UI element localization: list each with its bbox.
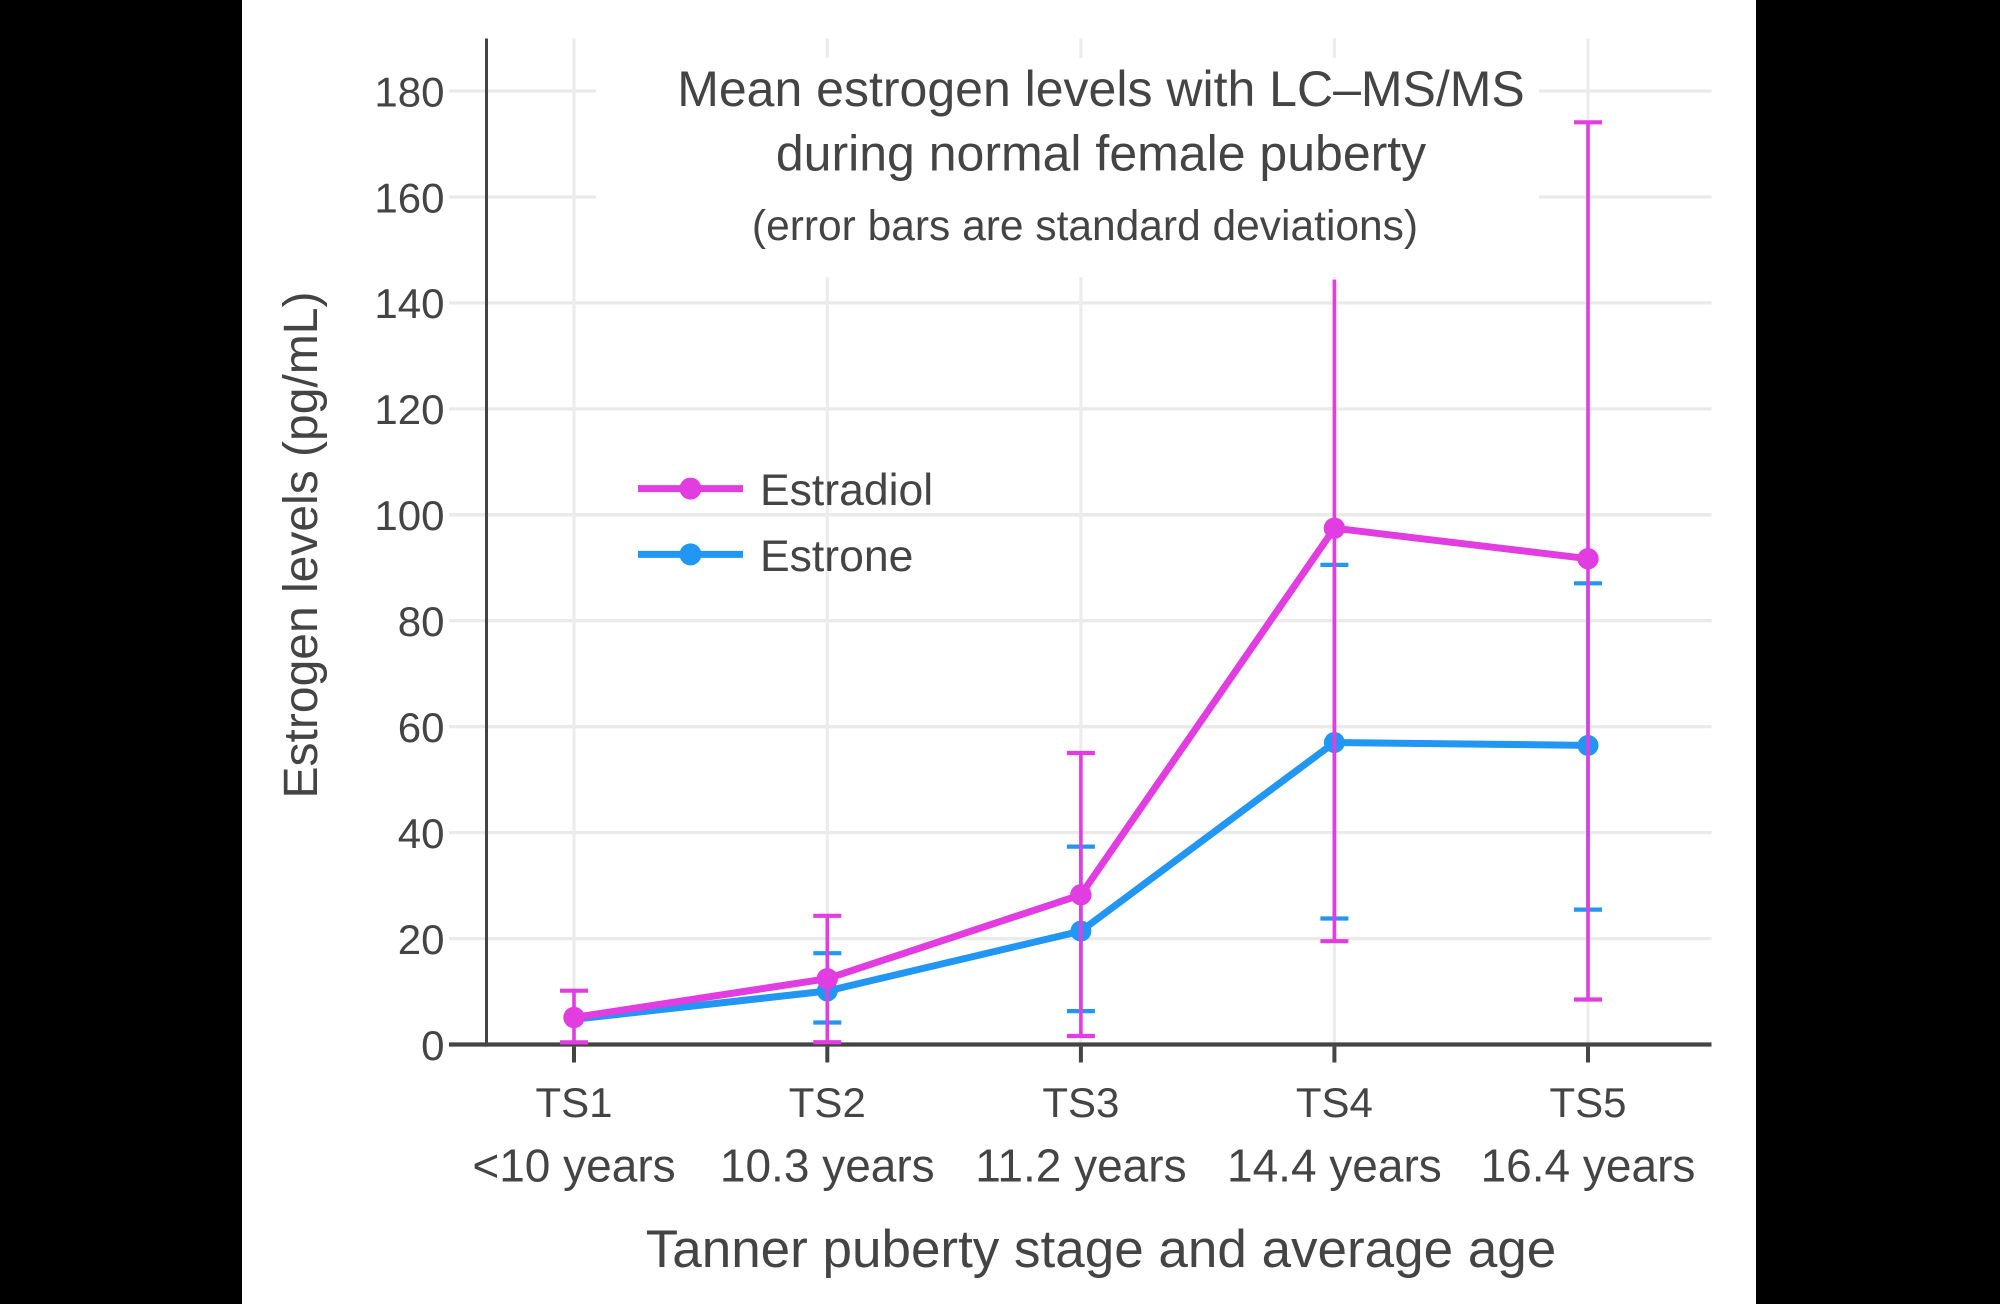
svg-text:Tanner puberty stage and avera: Tanner puberty stage and average age — [646, 1220, 1557, 1279]
svg-text:20: 20 — [398, 916, 445, 963]
svg-text:10.3 years: 10.3 years — [720, 1140, 935, 1192]
svg-text:60: 60 — [398, 704, 445, 751]
svg-text:TS2: TS2 — [789, 1079, 866, 1126]
svg-text:during normal female puberty: during normal female puberty — [776, 126, 1426, 182]
svg-text:TS5: TS5 — [1549, 1079, 1626, 1126]
svg-text:11.2 years: 11.2 years — [975, 1140, 1186, 1192]
svg-text:16.4 years: 16.4 years — [1481, 1140, 1696, 1192]
svg-text:Estrone: Estrone — [760, 532, 913, 581]
svg-text:140: 140 — [374, 280, 444, 327]
svg-text:<10 years: <10 years — [472, 1140, 675, 1192]
svg-text:Mean estrogen levels with LC–M: Mean estrogen levels with LC–MS/MS — [677, 61, 1525, 117]
svg-text:14.4 years: 14.4 years — [1227, 1140, 1442, 1192]
svg-text:Estrogen levels (pg/mL): Estrogen levels (pg/mL) — [275, 292, 328, 799]
svg-text:Estradiol: Estradiol — [760, 466, 933, 515]
svg-text:80: 80 — [398, 598, 445, 645]
svg-text:40: 40 — [398, 810, 445, 857]
svg-text:120: 120 — [374, 386, 444, 433]
svg-text:0: 0 — [421, 1022, 444, 1069]
svg-text:180: 180 — [374, 68, 444, 115]
svg-text:TS3: TS3 — [1042, 1079, 1119, 1126]
svg-text:100: 100 — [374, 492, 444, 539]
svg-text:160: 160 — [374, 174, 444, 221]
svg-text:TS4: TS4 — [1296, 1079, 1373, 1126]
svg-text:(error bars are standard devia: (error bars are standard deviations) — [752, 203, 1418, 250]
svg-text:TS1: TS1 — [535, 1079, 612, 1126]
